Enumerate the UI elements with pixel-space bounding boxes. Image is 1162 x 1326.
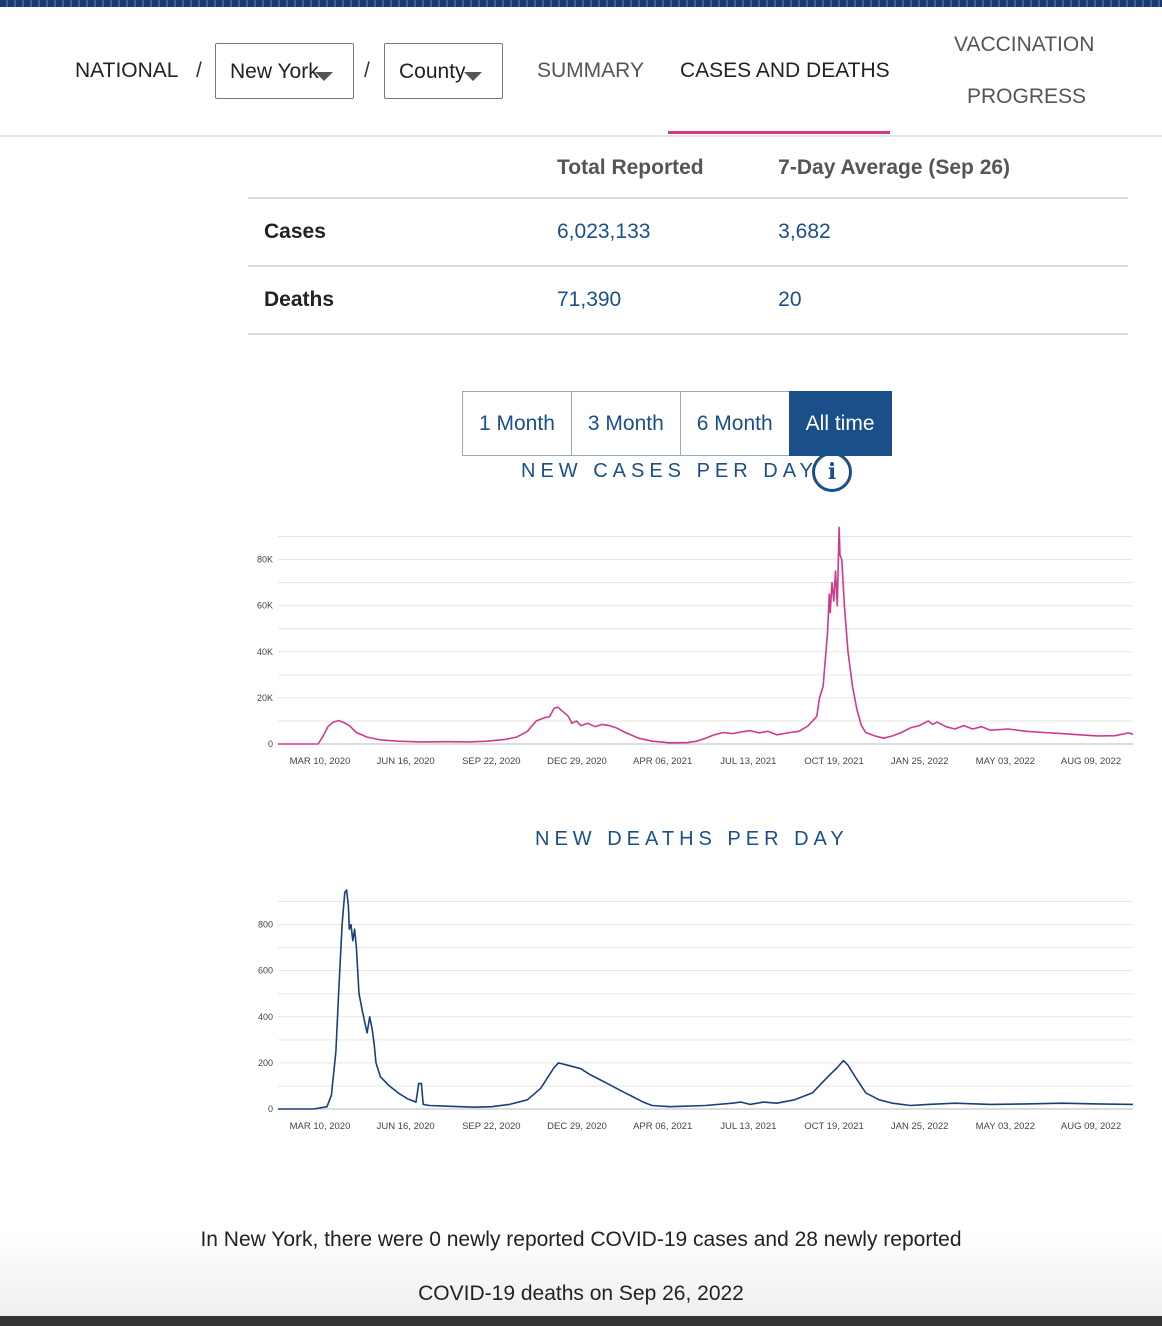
cases-x-tick-label: DEC 29, 2020 bbox=[547, 756, 607, 767]
deaths-y-tick-label: 600 bbox=[258, 966, 273, 976]
range-all-time-button[interactable]: All time bbox=[788, 391, 892, 456]
cases-series-line bbox=[278, 526, 1134, 745]
cases-x-tick-label: JUN 16, 2020 bbox=[377, 756, 435, 767]
cases-x-tick-label: AUG 09, 2022 bbox=[1061, 756, 1121, 767]
info-icon[interactable]: i bbox=[812, 452, 852, 492]
cases-y-tick-label: 0 bbox=[268, 739, 273, 749]
cases-x-tick-label: MAR 10, 2020 bbox=[290, 756, 351, 767]
cases-y-tick-label: 20K bbox=[257, 693, 273, 703]
deaths-y-tick-label: 400 bbox=[258, 1012, 273, 1022]
county-select-value: County bbox=[399, 60, 466, 83]
deaths-y-tick-label: 0 bbox=[268, 1104, 273, 1114]
deaths-y-tick-label: 800 bbox=[258, 920, 273, 930]
deaths-x-tick-label: JUN 16, 2020 bbox=[377, 1121, 435, 1132]
cases-x-tick-label: SEP 22, 2020 bbox=[462, 756, 520, 767]
tab-vaccination-progress[interactable]: VACCINATION bbox=[954, 33, 1095, 56]
deaths-x-tick-label: OCT 19, 2021 bbox=[804, 1121, 864, 1132]
table-header-blank bbox=[248, 139, 557, 199]
cases-chart: 0 20K 40K 60K 80K MAR 10, 2020 JUN 16, 2020 SEP… bbox=[257, 526, 1134, 767]
deaths-x-tick-label: MAR 10, 2020 bbox=[290, 1121, 351, 1132]
deaths-x-tick-label: JAN 25, 2022 bbox=[891, 1121, 949, 1132]
cases-average: 3,682 bbox=[778, 198, 1128, 267]
range-1-month-button[interactable]: 1 Month bbox=[462, 391, 572, 456]
cases-total: 6,023,133 bbox=[557, 198, 779, 267]
cases-x-tick-label: JUL 13, 2021 bbox=[720, 756, 776, 767]
summary-table: Total Reported 7-Day Average (Sep 26) Ca… bbox=[248, 139, 1128, 335]
table-row: Cases 6,023,133 3,682 bbox=[248, 198, 1128, 267]
tab-vaccination-progress-line2[interactable]: PROGRESS bbox=[967, 85, 1087, 108]
cases-y-tick-label: 40K bbox=[257, 647, 273, 657]
cases-x-tick-label: APR 06, 2021 bbox=[633, 756, 692, 767]
state-select-value: New York bbox=[230, 60, 319, 83]
footnote-line-2: COVID-19 deaths on Sep 26, 2022 bbox=[418, 1282, 744, 1305]
deaths-total: 71,390 bbox=[557, 266, 779, 335]
cases-x-tick-label: MAY 03, 2022 bbox=[976, 756, 1035, 767]
deaths-x-tick-label: SEP 22, 2020 bbox=[462, 1121, 520, 1132]
tab-cases-and-deaths[interactable]: CASES AND DEATHS bbox=[680, 59, 890, 82]
deaths-chart: 0 200 400 600 800 MAR 10, 2020 JUN 16, 2020 SEP… bbox=[258, 889, 1134, 1132]
table-header-row: Total Reported 7-Day Average (Sep 26) bbox=[248, 139, 1128, 199]
deaths-x-tick-label: AUG 09, 2022 bbox=[1061, 1121, 1121, 1132]
tab-summary[interactable]: SUMMARY bbox=[537, 59, 644, 82]
table-header-total: Total Reported bbox=[557, 139, 779, 199]
deaths-y-tick-label: 200 bbox=[258, 1058, 273, 1068]
row-label-deaths: Deaths bbox=[248, 266, 557, 335]
cases-chart-title: NEW CASES PER DAY bbox=[521, 460, 818, 482]
national-link[interactable]: NATIONAL bbox=[75, 59, 179, 82]
deaths-x-tick-label: JUL 13, 2021 bbox=[720, 1121, 776, 1132]
deaths-series-line bbox=[278, 889, 1134, 1110]
deaths-x-tick-label: DEC 29, 2020 bbox=[547, 1121, 607, 1132]
breadcrumb-separator: / bbox=[364, 59, 370, 82]
deaths-chart-title: NEW DEATHS PER DAY bbox=[535, 828, 849, 850]
cases-y-tick-label: 60K bbox=[257, 601, 273, 611]
chevron-down-icon bbox=[315, 72, 333, 81]
breadcrumb-separator: / bbox=[196, 59, 202, 82]
county-select[interactable]: County bbox=[384, 43, 503, 99]
deaths-x-tick-label: MAY 03, 2022 bbox=[976, 1121, 1035, 1132]
range-6-month-button[interactable]: 6 Month bbox=[679, 391, 790, 456]
deaths-average: 20 bbox=[778, 266, 1128, 335]
state-select[interactable]: New York bbox=[215, 43, 354, 99]
range-3-month-button[interactable]: 3 Month bbox=[570, 391, 681, 456]
active-tab-indicator bbox=[668, 131, 890, 134]
bottom-bar bbox=[0, 1316, 1162, 1326]
table-row: Deaths 71,390 20 bbox=[248, 266, 1128, 335]
deaths-x-tick-label: APR 06, 2021 bbox=[633, 1121, 692, 1132]
top-stripe bbox=[0, 0, 1162, 7]
chevron-down-icon bbox=[464, 72, 482, 81]
top-navigation: NATIONAL / New York / County SUMMARY CAS… bbox=[0, 7, 1162, 137]
row-label-cases: Cases bbox=[248, 198, 557, 267]
cases-y-tick-label: 80K bbox=[257, 555, 273, 565]
footnote-line-1: In New York, there were 0 newly reported… bbox=[200, 1228, 962, 1251]
cases-x-tick-label: OCT 19, 2021 bbox=[804, 756, 864, 767]
cases-x-tick-label: JAN 25, 2022 bbox=[891, 756, 949, 767]
time-range-selector: 1 Month 3 Month 6 Month All time bbox=[462, 391, 892, 456]
table-header-average: 7-Day Average (Sep 26) bbox=[778, 139, 1128, 199]
